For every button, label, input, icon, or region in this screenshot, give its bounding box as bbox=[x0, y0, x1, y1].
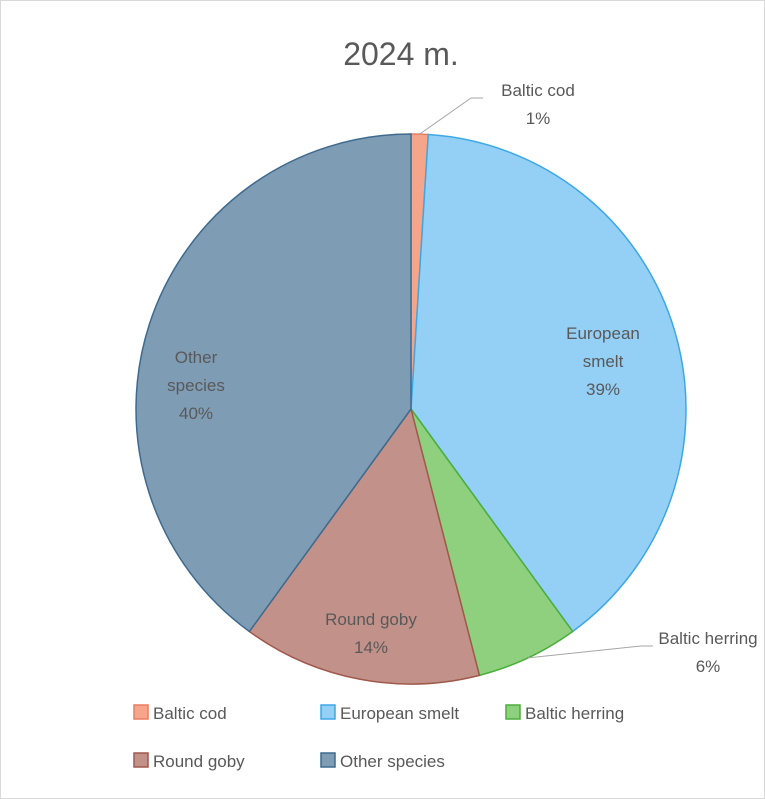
data-label-other-species: Other species 40% bbox=[167, 348, 225, 423]
legend-swatch-baltic-cod bbox=[133, 704, 149, 720]
pie-slice-round-goby bbox=[248, 407, 481, 685]
legend-label-baltic-cod: Baltic cod bbox=[153, 704, 227, 723]
data-label-european-smelt: European smelt 39% bbox=[566, 324, 640, 399]
legend-swatch-european-smelt bbox=[320, 704, 336, 720]
data-label-round-goby: Round goby 14% bbox=[325, 610, 417, 657]
legend-item-european-smelt: European smelt bbox=[320, 704, 459, 723]
legend-swatch-round-goby bbox=[133, 752, 149, 768]
chart-title: 2024 m. bbox=[343, 36, 459, 72]
legend: Baltic cod European smelt Baltic herring Ro… bbox=[133, 704, 624, 771]
legend-swatch-baltic-herring bbox=[505, 704, 521, 720]
legend-item-other-species: Other species bbox=[320, 752, 445, 771]
legend-label-baltic-herring: Baltic herring bbox=[525, 704, 624, 723]
data-label-baltic-cod: Baltic cod 1% bbox=[501, 81, 575, 128]
legend-swatch-other-species bbox=[320, 752, 336, 768]
pie-slice-european-smelt bbox=[410, 133, 687, 633]
data-labels: Baltic cod 1% European smelt 39% Baltic herri… bbox=[167, 81, 757, 676]
data-label-baltic-herring: Baltic herring 6% bbox=[658, 629, 757, 676]
legend-item-baltic-herring: Baltic herring bbox=[505, 704, 624, 723]
legend-item-baltic-cod: Baltic cod bbox=[133, 704, 227, 723]
leader-line-baltic-cod bbox=[419, 97, 483, 135]
legend-label-european-smelt: European smelt bbox=[340, 704, 459, 723]
leader-line-baltic-herring bbox=[528, 645, 653, 659]
pie-slice-other-species bbox=[135, 133, 412, 633]
legend-label-other-species: Other species bbox=[340, 752, 445, 771]
legend-label-round-goby: Round goby bbox=[153, 752, 245, 771]
legend-item-round-goby: Round goby bbox=[133, 752, 245, 771]
pie-slices bbox=[135, 133, 687, 685]
